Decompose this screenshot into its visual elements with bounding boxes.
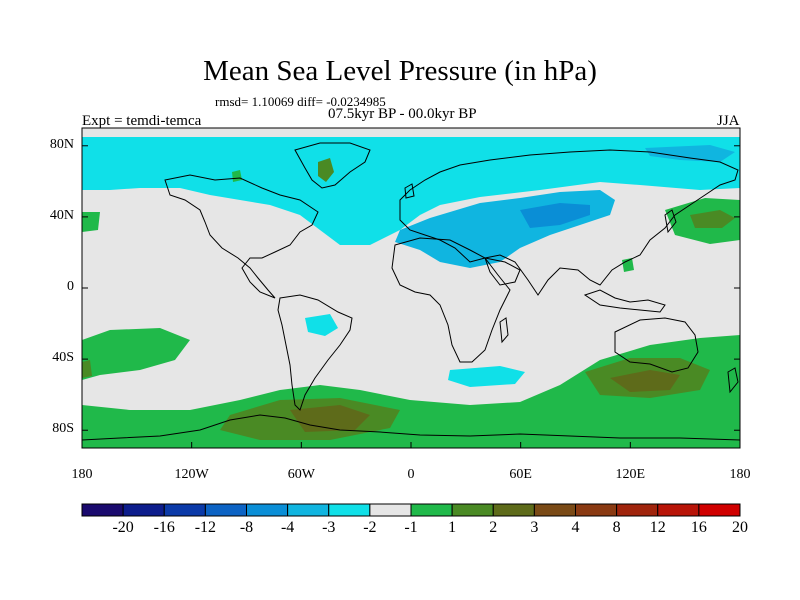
- colorbar-label: -1: [404, 519, 418, 536]
- anomaly-negative-eurasia-core: [520, 203, 590, 228]
- lat-tick-label: 40N: [49, 207, 74, 223]
- colorbar-swatch: [246, 503, 289, 517]
- colorbar-label: 16: [690, 519, 707, 536]
- coastline-africa: [391, 237, 511, 363]
- anomaly-positive-pacific-east-core: [82, 360, 92, 378]
- lon-tick-label: 120W: [174, 467, 209, 482]
- plot-title: Mean Sea Level Pressure (in hPa): [203, 55, 597, 87]
- coastline-arabia: [484, 257, 521, 286]
- colorbar-swatch: [492, 503, 535, 517]
- lon-tick-label: 120E: [615, 467, 646, 482]
- colorbar-label: 2: [489, 519, 498, 536]
- colorbar-swatch: [163, 503, 206, 517]
- coastline-antarctica: [81, 414, 741, 441]
- stats-text: rmsd= 1.10069 diff= -0.0234985: [215, 94, 386, 109]
- colorbar-swatch: [204, 503, 247, 517]
- colorbar-label: 1: [448, 519, 457, 536]
- axis-ticks: [81, 145, 741, 448]
- anomaly-negative-south-america: [305, 314, 338, 336]
- colorbar-swatch: [451, 503, 494, 517]
- colorbar-label: 3: [530, 519, 539, 536]
- lat-tick-label: 80S: [52, 421, 74, 437]
- lon-tick-label: 60W: [287, 467, 315, 482]
- colorbar-swatch: [657, 503, 700, 517]
- colorbar-label: 8: [612, 519, 621, 536]
- colorbar-label: 12: [649, 519, 666, 536]
- colorbar-swatch: [616, 503, 659, 517]
- coastline-greenland: [294, 142, 371, 189]
- period-text: 07.5kyr BP - 00.0kyr BP: [328, 106, 477, 122]
- colorbar-label: -2: [363, 519, 377, 536]
- coastline-madagascar: [499, 317, 509, 344]
- anomaly-fields: [82, 137, 740, 448]
- season-label: JJA: [717, 113, 740, 129]
- coastline-eurasia: [399, 149, 739, 296]
- anomaly-negative-north-band: [82, 137, 740, 245]
- anomaly-negative-indian-ocean: [448, 366, 525, 387]
- lon-tick-label: 60E: [509, 467, 532, 482]
- lon-tick-label: 0: [407, 467, 415, 482]
- coastline-indonesia: [583, 289, 666, 313]
- anomaly-positive-greenland: [318, 158, 334, 182]
- colorbar-swatch: [287, 503, 330, 517]
- coastline-south-america: [277, 294, 353, 411]
- colorbar-label: -12: [194, 519, 217, 536]
- anomaly-positive-south-pacific-west: [82, 328, 190, 380]
- colorbar-swatch: [698, 503, 741, 517]
- colorbar-swatch: [533, 503, 576, 517]
- coastline-japan: [664, 209, 677, 234]
- colorbar-label: 4: [571, 519, 580, 536]
- lon-tick-label: 180: [729, 467, 751, 482]
- colorbar-swatch: [328, 503, 371, 517]
- colorbar-label: -8: [239, 519, 254, 536]
- colorbar-swatch: [122, 503, 165, 517]
- lat-tick-label: 0: [67, 279, 74, 294]
- anomaly-negative-pacific-north: [645, 145, 735, 162]
- lat-tick-label: 40S: [52, 350, 74, 366]
- experiment-label: Expt = temdi-temca: [82, 113, 202, 129]
- colorbar-label: -16: [153, 519, 175, 536]
- anomaly-positive-north-pacific-west-core: [690, 210, 735, 228]
- lon-tick-label: 180: [71, 467, 93, 482]
- colorbar-swatch: [81, 503, 124, 517]
- colorbar-label: -3: [322, 519, 336, 536]
- colorbar-swatch: [575, 503, 618, 517]
- coastline-uk: [404, 183, 415, 199]
- coastline-new-zealand: [727, 367, 739, 394]
- anomaly-positive-indian-peak: [610, 370, 680, 392]
- colorbar-swatch: [410, 503, 453, 517]
- anomaly-positive-greenland-small: [232, 170, 242, 182]
- colorbar-label: -4: [280, 519, 295, 536]
- coastline-north-america: [164, 174, 319, 299]
- lat-tick-label: 80N: [49, 136, 74, 152]
- colorbar-label: -20: [112, 519, 134, 536]
- coastline-australia: [614, 317, 699, 373]
- coastlines: [81, 142, 741, 441]
- colorbar-label: 20: [732, 519, 748, 536]
- colorbar-swatch: [369, 503, 412, 517]
